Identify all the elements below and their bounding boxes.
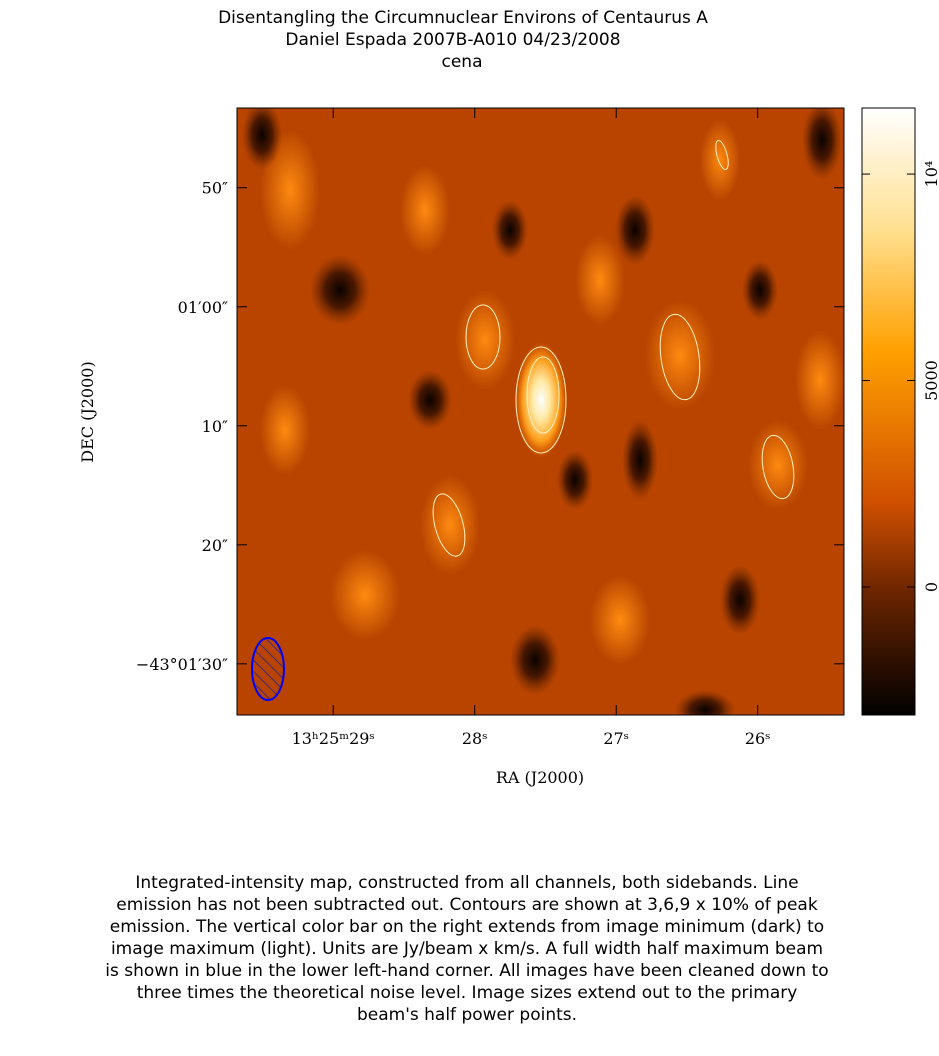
subtitle: cena — [442, 52, 483, 72]
x-axis-label: RA (J2000) — [496, 768, 584, 787]
caption-line: Integrated-intensity map, constructed fr… — [135, 873, 798, 893]
y-tick-label: 50″ — [202, 179, 228, 198]
intensity-map — [237, 108, 844, 715]
x-tick-label: 26ˢ — [745, 729, 771, 748]
beam — [251, 637, 285, 701]
y-tick-label: 20″ — [202, 536, 228, 555]
colorbar-tick-label: 0 — [922, 582, 939, 592]
caption-line: emission. The vertical color bar on the … — [110, 917, 824, 937]
colorbar-tick-label: 10⁴ — [922, 161, 939, 188]
x-tick-label: 28ˢ — [462, 729, 488, 748]
y-tick-label: 01′00″ — [178, 298, 228, 317]
y-axis-label: DEC (J2000) — [78, 361, 97, 462]
caption-line: image maximum (light). Units are Jy/beam… — [111, 939, 823, 959]
title-block: Disentangling the Circumnuclear Environs… — [218, 8, 708, 72]
caption-line: beam's half power points. — [357, 1005, 577, 1025]
x-tick-label: 13ʰ25ᵐ29ˢ — [292, 729, 375, 748]
caption: Integrated-intensity map, constructed fr… — [105, 873, 828, 1025]
plot-frame — [236, 107, 845, 716]
subtitle: Daniel Espada 2007B-A010 04/23/2008 — [285, 30, 620, 50]
caption-line: three times the theoretical noise level.… — [137, 983, 798, 1003]
colorbar-tick-label: 5000 — [922, 360, 939, 401]
caption-line: is shown in blue in the lower left-hand … — [105, 961, 828, 981]
colorbar — [861, 107, 916, 716]
x-tick-label: 27ˢ — [603, 729, 629, 748]
title: Disentangling the Circumnuclear Environs… — [218, 8, 708, 28]
y-tick-label: 10″ — [202, 417, 228, 436]
y-tick-label: −43°01′30″ — [136, 655, 228, 674]
caption-line: emission has not been subtracted out. Co… — [116, 895, 818, 915]
